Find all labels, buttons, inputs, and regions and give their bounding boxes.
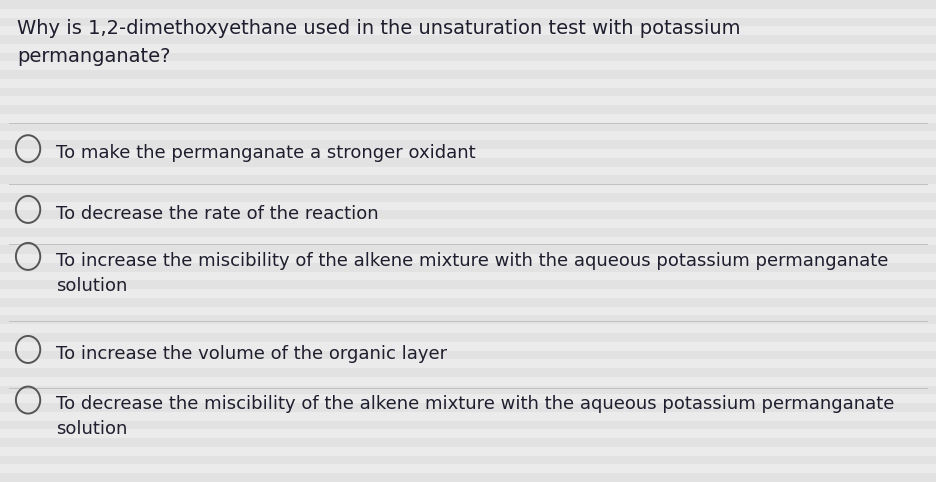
Bar	[0, 368, 936, 377]
Bar	[0, 394, 936, 403]
Bar	[0, 158, 936, 166]
Bar	[0, 96, 936, 105]
Bar	[0, 166, 936, 175]
Bar	[0, 61, 936, 70]
Bar	[0, 324, 936, 333]
Bar	[0, 333, 936, 342]
Bar	[0, 210, 936, 219]
Bar	[0, 193, 936, 201]
Bar	[0, 132, 936, 140]
Bar	[0, 403, 936, 412]
Bar	[0, 17, 936, 27]
Text: To make the permanganate a stronger oxidant: To make the permanganate a stronger oxid…	[56, 144, 475, 162]
Bar	[0, 201, 936, 210]
Bar	[0, 254, 936, 263]
Bar	[0, 123, 936, 132]
Bar	[0, 219, 936, 228]
Text: Why is 1,2-dimethoxyethane used in the unsaturation test with potassium
permanga: Why is 1,2-dimethoxyethane used in the u…	[17, 19, 740, 66]
Bar	[0, 298, 936, 307]
Bar	[0, 237, 936, 245]
Bar	[0, 438, 936, 447]
Bar	[0, 421, 936, 429]
Bar	[0, 105, 936, 114]
Bar	[0, 359, 936, 368]
Bar	[0, 245, 936, 254]
Bar	[0, 272, 936, 281]
Bar	[0, 473, 936, 482]
Bar	[0, 184, 936, 193]
Bar	[0, 70, 936, 79]
Bar	[0, 27, 936, 35]
Bar	[0, 44, 936, 53]
Bar	[0, 412, 936, 421]
Bar	[0, 386, 936, 394]
Bar	[0, 455, 936, 465]
Bar	[0, 263, 936, 272]
Bar	[0, 316, 936, 324]
Bar	[0, 465, 936, 473]
Bar	[0, 350, 936, 359]
Bar	[0, 228, 936, 237]
Bar	[0, 149, 936, 158]
Bar	[0, 79, 936, 88]
Bar	[0, 9, 936, 17]
Bar	[0, 342, 936, 350]
Bar	[0, 114, 936, 123]
Bar	[0, 53, 936, 61]
Bar	[0, 289, 936, 298]
Bar	[0, 447, 936, 455]
Bar	[0, 35, 936, 44]
Text: To increase the volume of the organic layer: To increase the volume of the organic la…	[56, 345, 447, 362]
Bar	[0, 88, 936, 96]
Bar	[0, 307, 936, 316]
Bar	[0, 377, 936, 386]
Bar	[0, 0, 936, 9]
Text: To increase the miscibility of the alkene mixture with the aqueous potassium per: To increase the miscibility of the alken…	[56, 252, 888, 295]
Bar	[0, 140, 936, 149]
Bar	[0, 429, 936, 438]
Bar	[0, 175, 936, 184]
Text: To decrease the rate of the reaction: To decrease the rate of the reaction	[56, 204, 379, 223]
Bar	[0, 281, 936, 289]
Text: To decrease the miscibility of the alkene mixture with the aqueous potassium per: To decrease the miscibility of the alken…	[56, 395, 895, 438]
